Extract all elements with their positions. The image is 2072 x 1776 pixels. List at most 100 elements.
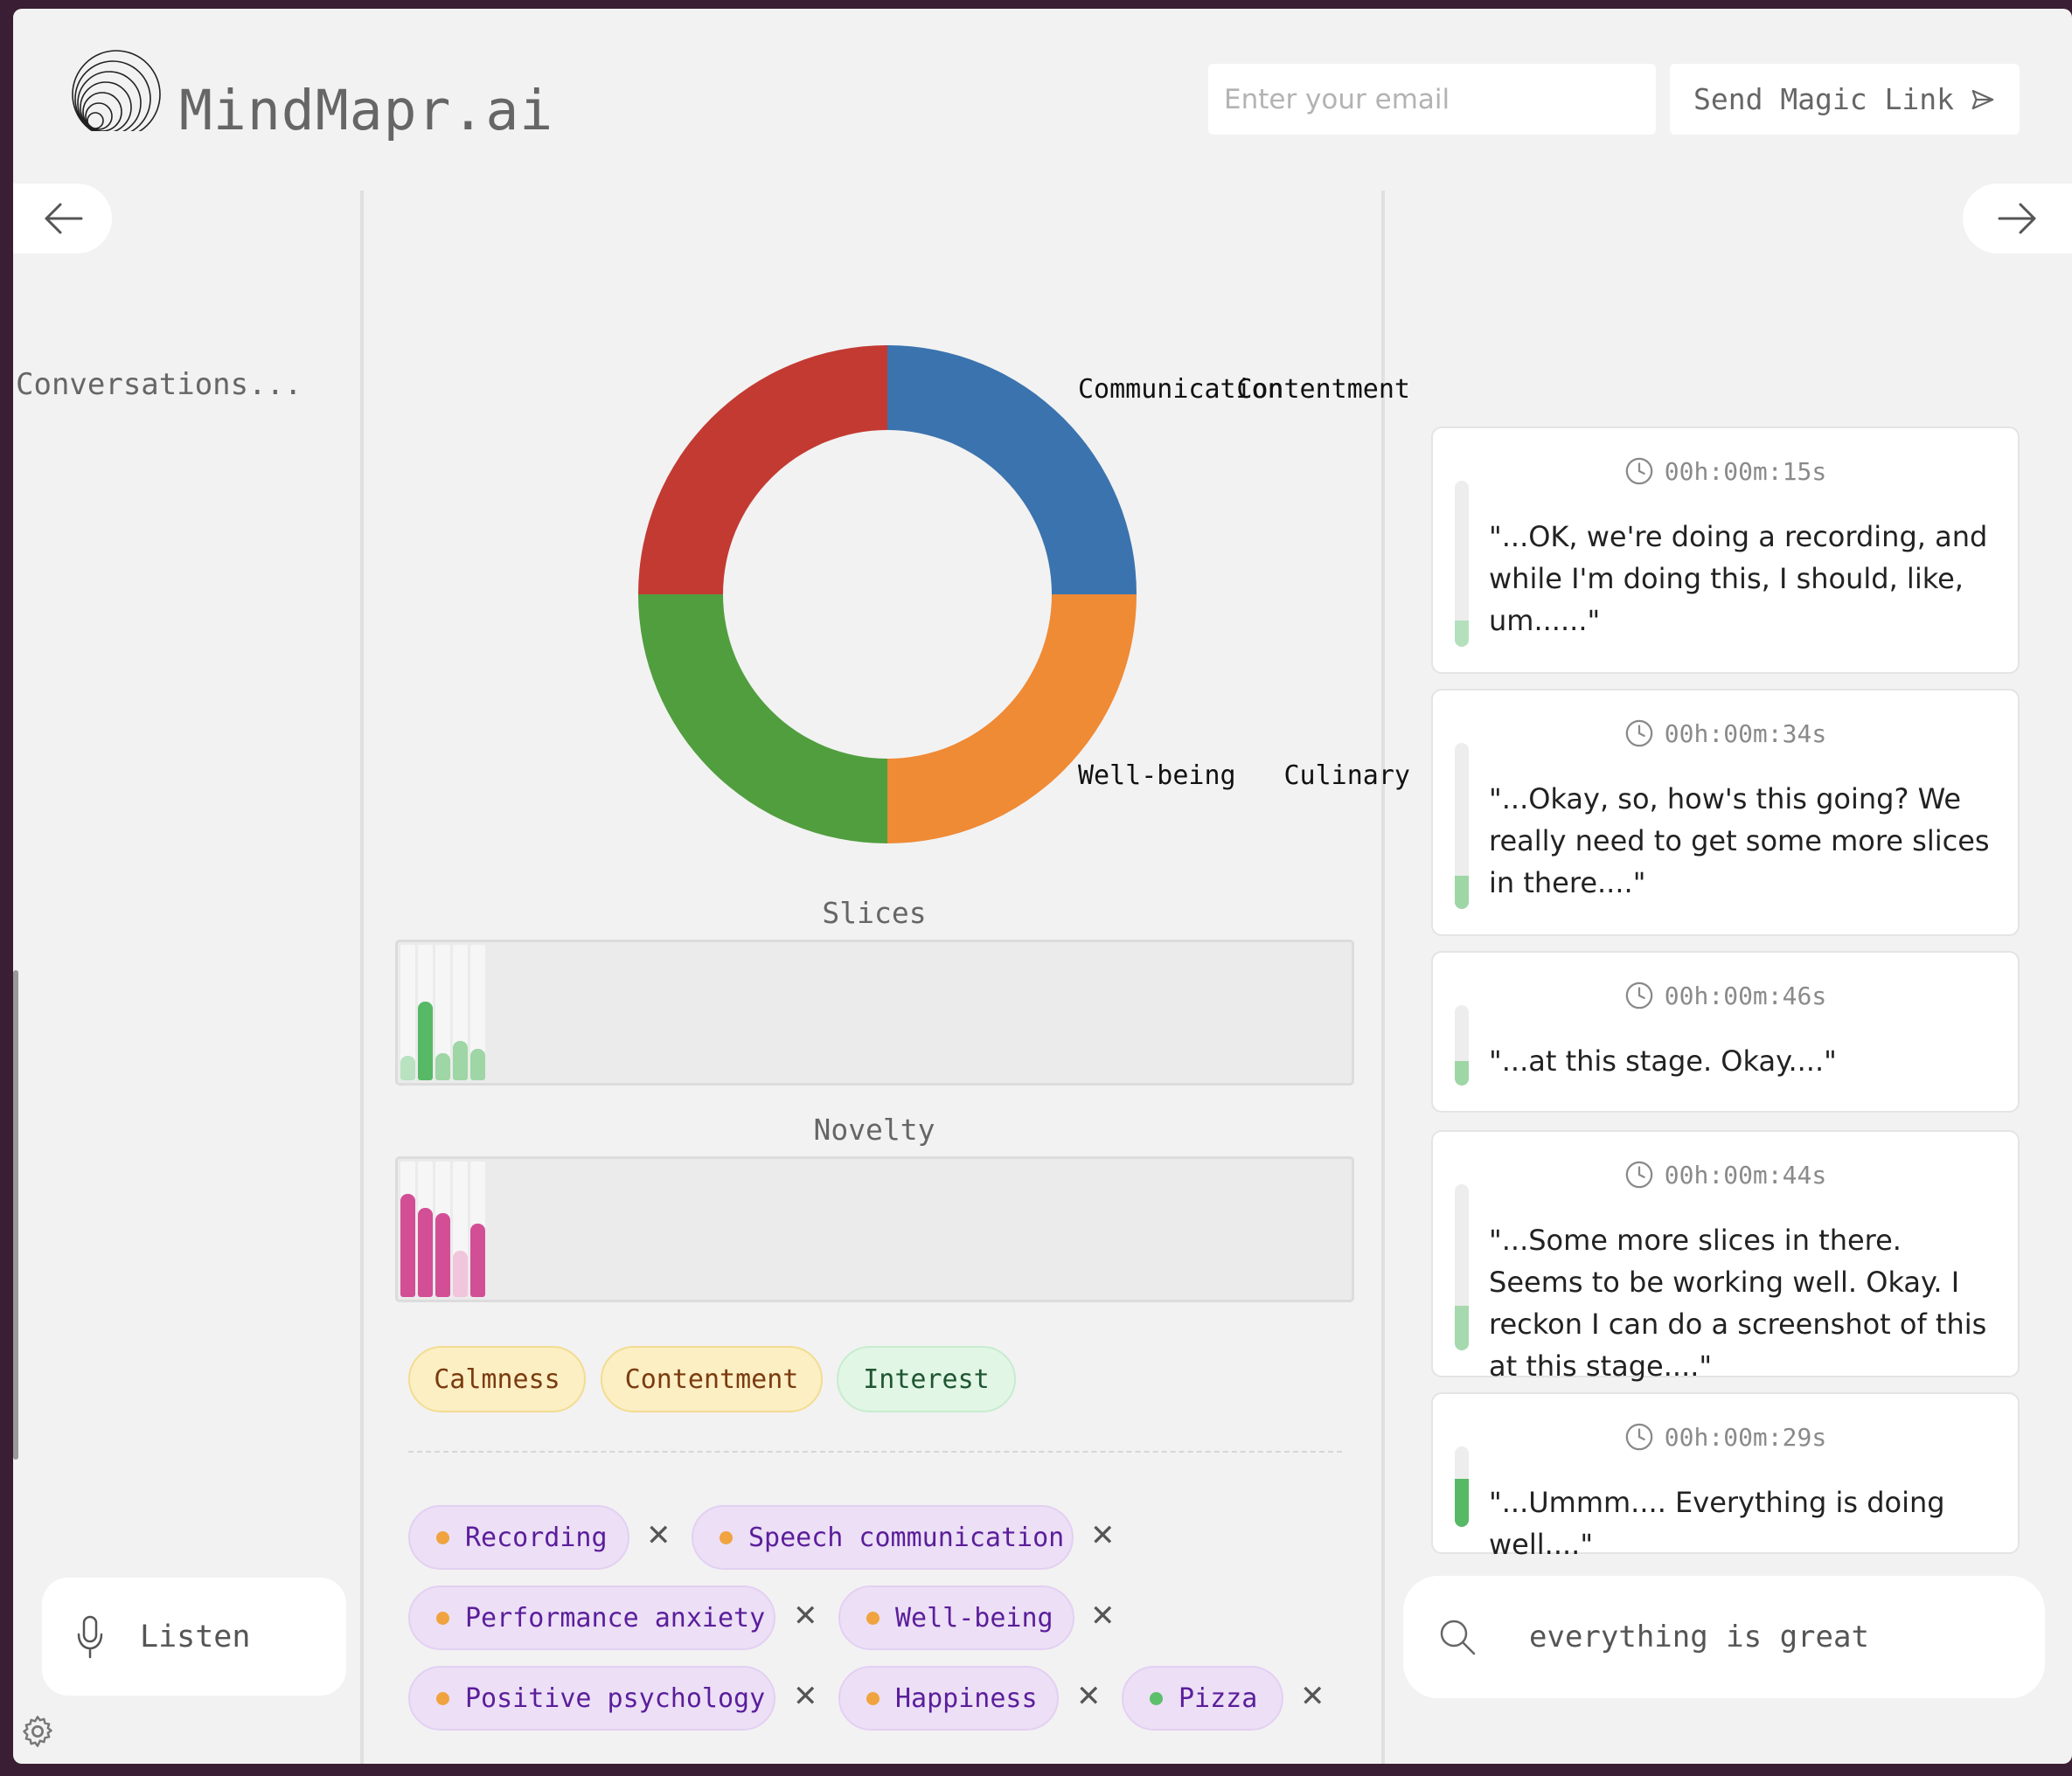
topic-label: Happiness	[895, 1682, 1038, 1714]
topic-label: Positive psychology	[465, 1682, 766, 1714]
transcript-card[interactable]: 00h:00m:46s "...at this stage. Okay...."	[1431, 951, 2020, 1113]
timestamp-text: 00h:00m:34s	[1664, 718, 1827, 748]
transcript-card[interactable]: 00h:00m:15s "...OK, we're doing a recordi…	[1431, 427, 2020, 674]
topic-dot	[866, 1691, 880, 1705]
app-window: MindMapr.ai Send Magic Link Conversation…	[13, 9, 2072, 1764]
novelty-bar-fill	[453, 1251, 468, 1297]
topic-label: Performance anxiety	[465, 1602, 766, 1634]
microphone-icon	[77, 1615, 103, 1658]
novelty-bar	[418, 1162, 433, 1297]
remove-topic-icon[interactable]: ✕	[793, 1680, 818, 1713]
novelty-bar	[400, 1162, 415, 1297]
transcript-timestamp: 00h:00m:29s	[1433, 1422, 2018, 1452]
listen-button[interactable]: Listen	[42, 1578, 346, 1696]
send-magic-link-button[interactable]: Send Magic Link	[1670, 64, 2020, 135]
chart-label-culinary: Culinary	[1283, 760, 1411, 791]
arrow-right-icon	[1998, 203, 2035, 234]
timestamp-text: 00h:00m:15s	[1664, 456, 1827, 486]
topic-tag[interactable]: Happiness	[838, 1666, 1059, 1731]
slices-bar-fill	[453, 1041, 468, 1080]
transcript-timestamp: 00h:00m:15s	[1433, 456, 2018, 486]
transcript-timestamp: 00h:00m:34s	[1433, 718, 2018, 748]
remove-topic-icon[interactable]: ✕	[1076, 1680, 1102, 1713]
slices-bar-fill	[470, 1049, 485, 1080]
novelty-bar-fill	[435, 1212, 450, 1297]
transcript-card[interactable]: 00h:00m:34s "...Okay, so, how's this goin…	[1431, 689, 2020, 936]
magic-link-label: Send Magic Link	[1693, 82, 1954, 116]
send-icon	[1971, 89, 1994, 109]
topic-dot	[720, 1530, 733, 1544]
slices-bar	[418, 945, 433, 1080]
scrollbar-thumb[interactable]	[13, 970, 18, 1460]
chart-label-well-being: Well-being	[1078, 760, 1236, 791]
email-input[interactable]	[1208, 64, 1656, 135]
column-divider	[360, 191, 364, 1764]
clock-icon	[1625, 1161, 1653, 1189]
novelty-bar	[453, 1162, 468, 1297]
remove-topic-icon[interactable]: ✕	[1090, 1599, 1116, 1633]
transcript-card[interactable]: 00h:00m:29s "...Ummm.... Everything is do…	[1431, 1392, 2020, 1561]
transcript-text: "...at this stage. Okay...."	[1489, 1044, 1837, 1078]
chart-label-contentment: Contentment	[1236, 374, 1410, 405]
remove-topic-icon[interactable]: ✕	[1090, 1519, 1116, 1552]
slices-bar	[470, 945, 485, 1080]
slices-bar	[400, 945, 415, 1080]
topic-tag[interactable]: Speech communication	[692, 1505, 1074, 1570]
conversations-label: Conversations...	[16, 367, 302, 402]
novelty-bar	[435, 1162, 450, 1297]
novelty-bar	[470, 1162, 485, 1297]
listen-label: Listen	[140, 1619, 251, 1655]
slices-bar-fill	[418, 1002, 433, 1080]
timestamp-text: 00h:00m:44s	[1664, 1160, 1827, 1190]
chart-label-communication: Communication	[1078, 374, 1283, 405]
remove-topic-icon[interactable]: ✕	[1300, 1680, 1325, 1713]
timestamp-text: 00h:00m:29s	[1664, 1422, 1827, 1452]
previous-button[interactable]	[13, 184, 112, 253]
novelty-bar-fill	[418, 1207, 433, 1297]
sentiment-bar-fill	[1455, 620, 1469, 647]
topic-donut-chart	[638, 345, 1137, 843]
remove-topic-icon[interactable]: ✕	[646, 1519, 671, 1552]
transcript-timestamp: 00h:00m:44s	[1433, 1160, 2018, 1190]
search-box[interactable]	[1403, 1576, 2045, 1698]
topic-tag[interactable]: Pizza	[1122, 1666, 1283, 1731]
emotion-chip-interest[interactable]: Interest	[837, 1346, 1016, 1412]
emotion-chip-calmness[interactable]: Calmness	[408, 1346, 586, 1412]
sentiment-bar	[1455, 743, 1469, 909]
transcript-card[interactable]: 00h:00m:44s "...Some more slices in there…	[1431, 1130, 2020, 1383]
remove-topic-icon[interactable]: ✕	[793, 1599, 818, 1633]
sentiment-bar-fill	[1455, 876, 1469, 909]
slices-bar-fill	[435, 1053, 450, 1080]
novelty-bar-fill	[470, 1224, 485, 1297]
donut-slice-communication[interactable]	[887, 345, 1137, 594]
transcript-timestamp: 00h:00m:46s	[1433, 981, 2018, 1010]
topic-tag[interactable]: Recording	[408, 1505, 629, 1570]
gear-icon[interactable]	[19, 1713, 56, 1750]
topic-tag[interactable]: Positive psychology	[408, 1666, 775, 1731]
donut-slice-culinary[interactable]	[638, 594, 887, 843]
novelty-title: Novelty	[813, 1113, 935, 1147]
arrow-left-icon	[45, 203, 82, 234]
donut-slice-well-being[interactable]	[887, 594, 1137, 843]
topic-tag[interactable]: Performance anxiety	[408, 1585, 775, 1650]
sentiment-bar-fill	[1455, 1305, 1469, 1350]
brand-title: MindMapr.ai	[179, 79, 554, 142]
transcript-text: "...OK, we're doing a recording, and whi…	[1489, 520, 1988, 637]
topic-dot	[436, 1530, 449, 1544]
next-button[interactable]	[1963, 184, 2072, 253]
timestamp-text: 00h:00m:46s	[1664, 981, 1827, 1010]
topic-tag[interactable]: Well-being	[838, 1585, 1074, 1650]
emotion-chip-contentment[interactable]: Contentment	[601, 1346, 823, 1412]
sentiment-bar	[1455, 1184, 1469, 1350]
topic-label: Pizza	[1179, 1682, 1258, 1714]
sentiment-bar	[1455, 1005, 1469, 1086]
topic-label: Speech communication	[748, 1522, 1065, 1553]
search-input[interactable]	[1529, 1620, 2019, 1655]
novelty-meter	[395, 1156, 1354, 1302]
clock-icon	[1625, 982, 1653, 1009]
slices-bar	[453, 945, 468, 1080]
clock-icon	[1625, 1423, 1653, 1451]
clock-icon	[1625, 457, 1653, 485]
donut-slice-contentment[interactable]	[638, 345, 887, 594]
sentiment-bar-fill	[1455, 1478, 1469, 1527]
